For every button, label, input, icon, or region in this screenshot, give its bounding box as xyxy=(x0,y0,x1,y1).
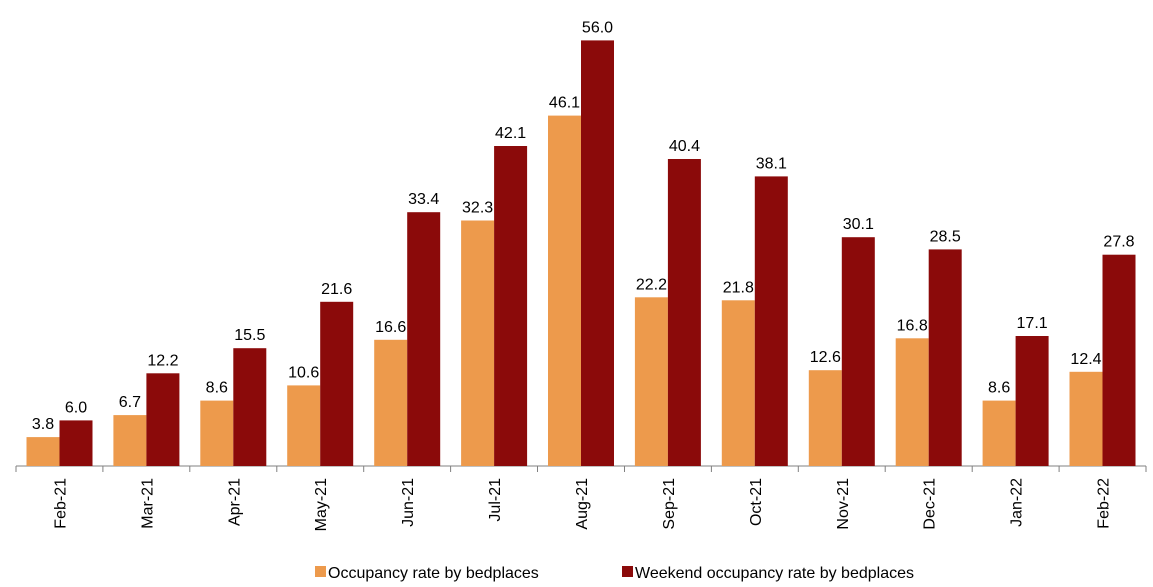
bar-weekend-Jul-21 xyxy=(494,146,528,466)
x-tick-label-Nov-21: Nov-21 xyxy=(835,478,852,530)
data-label-occupancy-Dec-21: 16.8 xyxy=(897,317,928,334)
x-tick-label-Jun-21: Jun-21 xyxy=(400,478,417,527)
data-label-weekend-Jul-21: 42.1 xyxy=(495,125,526,142)
bar-weekend-Apr-21 xyxy=(233,348,267,466)
x-tick-label-Feb-22: Feb-22 xyxy=(1096,478,1113,529)
data-label-occupancy-Jan-22: 8.6 xyxy=(988,380,1010,397)
legend-swatch-occupancy xyxy=(315,566,326,577)
bar-occupancy-Feb-22 xyxy=(1069,371,1103,466)
bar-occupancy-Jul-21 xyxy=(461,220,495,466)
data-label-occupancy-Oct-21: 21.8 xyxy=(723,279,754,296)
bar-weekend-Jan-22 xyxy=(1015,336,1049,466)
x-tick-label-Apr-21: Apr-21 xyxy=(226,478,243,526)
data-label-weekend-May-21: 21.6 xyxy=(321,281,352,298)
data-label-occupancy-Feb-21: 3.8 xyxy=(32,416,54,433)
bar-occupancy-Dec-21 xyxy=(895,338,929,466)
data-label-weekend-Apr-21: 15.5 xyxy=(234,327,265,344)
bar-occupancy-Apr-21 xyxy=(200,400,234,466)
bar-occupancy-Jan-22 xyxy=(982,400,1016,466)
data-label-occupancy-May-21: 10.6 xyxy=(288,364,319,381)
x-tick-labels-group: Feb-21 Mar-21 Apr-21 May-21 Jun-21 Jul-21 Aug-… xyxy=(53,478,1113,531)
data-labels-group: 3.8 6.0 6.7 12.2 8.6 15.5 10.6 21.6 16.6 33.4 32.3… xyxy=(32,19,1135,433)
bar-occupancy-Mar-21 xyxy=(113,415,147,466)
x-tick-label-Aug-21: Aug-21 xyxy=(574,478,591,530)
x-tick-label-Sep-21: Sep-21 xyxy=(661,478,678,530)
bar-occupancy-May-21 xyxy=(287,385,321,466)
x-tick-marks-group xyxy=(15,466,1147,472)
data-label-occupancy-Mar-21: 6.7 xyxy=(119,394,141,411)
data-label-weekend-Dec-21: 28.5 xyxy=(930,228,961,245)
legend-label-occupancy: Occupancy rate by bedplaces xyxy=(328,565,539,582)
bar-weekend-Jun-21 xyxy=(407,212,441,466)
bar-occupancy-Sep-21 xyxy=(634,297,668,466)
data-label-weekend-Nov-21: 30.1 xyxy=(843,216,874,233)
bar-weekend-Nov-21 xyxy=(841,237,875,466)
legend: Occupancy rate by bedplaces Weekend occu… xyxy=(315,565,914,582)
data-label-weekend-Feb-22: 27.8 xyxy=(1103,234,1134,251)
data-label-weekend-Sep-21: 40.4 xyxy=(669,138,700,155)
bar-weekend-Sep-21 xyxy=(667,159,701,466)
x-tick-label-Feb-21: Feb-21 xyxy=(53,478,70,529)
data-label-occupancy-Aug-21: 46.1 xyxy=(549,95,580,112)
bar-weekend-May-21 xyxy=(320,301,354,466)
x-tick-label-Oct-21: Oct-21 xyxy=(748,478,765,526)
bar-weekend-Feb-22 xyxy=(1102,254,1136,466)
data-label-weekend-Aug-21: 56.0 xyxy=(582,19,613,36)
bar-occupancy-Oct-21 xyxy=(721,300,755,466)
x-tick-label-Jan-22: Jan-22 xyxy=(1009,478,1026,527)
data-label-weekend-Mar-21: 12.2 xyxy=(147,352,178,369)
bar-weekend-Dec-21 xyxy=(928,249,962,466)
data-label-occupancy-Apr-21: 8.6 xyxy=(206,380,228,397)
bar-occupancy-Aug-21 xyxy=(548,115,581,466)
x-tick-label-Mar-21: Mar-21 xyxy=(139,478,156,529)
data-label-weekend-Jun-21: 33.4 xyxy=(408,191,439,208)
x-tick-label-Jul-21: Jul-21 xyxy=(487,478,504,522)
data-label-occupancy-Feb-22: 12.4 xyxy=(1070,351,1101,368)
data-label-occupancy-Jun-21: 16.6 xyxy=(375,319,406,336)
bar-weekend-Feb-21 xyxy=(59,420,93,466)
data-label-occupancy-Nov-21: 12.6 xyxy=(810,349,841,366)
bars-group xyxy=(26,40,1136,467)
legend-swatch-weekend xyxy=(622,566,633,577)
data-label-occupancy-Sep-21: 22.2 xyxy=(636,276,667,293)
x-tick-label-Dec-21: Dec-21 xyxy=(922,478,939,530)
bar-occupancy-Feb-21 xyxy=(26,437,60,466)
data-label-weekend-Feb-21: 6.0 xyxy=(65,399,87,416)
data-label-weekend-Oct-21: 38.1 xyxy=(756,155,787,172)
bar-weekend-Mar-21 xyxy=(146,373,180,466)
legend-label-weekend: Weekend occupancy rate by bedplaces xyxy=(635,565,914,582)
bar-occupancy-Jun-21 xyxy=(374,339,408,466)
bar-occupancy-Nov-21 xyxy=(808,370,842,466)
x-tick-label-May-21: May-21 xyxy=(313,478,330,531)
data-label-occupancy-Jul-21: 32.3 xyxy=(462,200,493,217)
bar-weekend-Aug-21 xyxy=(581,40,614,467)
bar-weekend-Oct-21 xyxy=(754,176,788,466)
data-label-weekend-Jan-22: 17.1 xyxy=(1017,315,1048,332)
